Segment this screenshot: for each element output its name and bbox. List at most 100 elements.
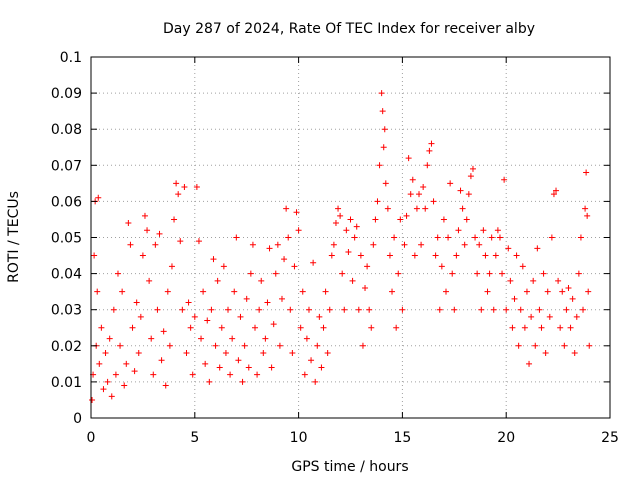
data-point	[312, 378, 319, 385]
data-point	[432, 252, 439, 259]
data-point	[521, 324, 528, 331]
data-point	[222, 350, 229, 357]
data-point	[322, 288, 329, 295]
data-point	[160, 328, 167, 335]
data-point	[98, 324, 105, 331]
data-point	[488, 234, 495, 241]
data-point	[577, 234, 584, 241]
data-point	[175, 191, 182, 198]
data-point	[449, 270, 456, 277]
data-point	[567, 324, 574, 331]
data-point	[386, 252, 393, 259]
data-point	[546, 313, 553, 320]
data-point	[181, 183, 188, 190]
data-point	[463, 216, 470, 223]
data-point	[503, 306, 510, 313]
data-point	[328, 252, 335, 259]
data-point	[299, 288, 306, 295]
chart-title: Day 287 of 2024, Rate Of TEC Index for r…	[163, 21, 535, 37]
data-point	[204, 317, 211, 324]
data-point	[393, 324, 400, 331]
data-point	[258, 277, 265, 284]
data-point	[442, 288, 449, 295]
data-point	[303, 335, 310, 342]
data-point	[318, 364, 325, 371]
data-point	[548, 234, 555, 241]
data-point	[173, 180, 180, 187]
data-point	[353, 223, 360, 230]
data-point	[517, 306, 524, 313]
data-point	[381, 126, 388, 133]
data-point	[559, 288, 566, 295]
x-axis-label: GPS time / hours	[291, 459, 408, 475]
data-point	[183, 350, 190, 357]
data-point	[455, 227, 462, 234]
data-point	[293, 209, 300, 216]
data-point	[372, 216, 379, 223]
data-point	[287, 306, 294, 313]
data-point	[409, 176, 416, 183]
data-point	[478, 306, 485, 313]
data-point	[233, 234, 240, 241]
data-point	[210, 256, 217, 263]
data-point	[276, 342, 283, 349]
data-point	[391, 234, 398, 241]
x-tick-label: 5	[190, 430, 199, 446]
data-point	[482, 252, 489, 259]
data-point	[330, 241, 337, 248]
data-point	[131, 368, 138, 375]
data-point	[278, 295, 285, 302]
data-point	[156, 230, 163, 237]
data-point	[469, 165, 476, 172]
data-point	[380, 144, 387, 151]
data-point	[168, 263, 175, 270]
data-point	[465, 191, 472, 198]
data-point	[526, 360, 533, 367]
data-point	[480, 227, 487, 234]
data-point	[490, 306, 497, 313]
data-point	[370, 241, 377, 248]
data-point	[239, 378, 246, 385]
data-point	[324, 350, 331, 357]
data-point	[411, 252, 418, 259]
data-point	[243, 295, 250, 302]
data-point	[208, 306, 215, 313]
x-tick-label: 10	[290, 430, 308, 446]
data-point	[119, 288, 126, 295]
data-point	[297, 324, 304, 331]
data-point	[254, 371, 261, 378]
data-point	[166, 342, 173, 349]
data-point	[164, 288, 171, 295]
data-point	[484, 288, 491, 295]
data-point	[472, 234, 479, 241]
data-point	[295, 227, 302, 234]
data-point	[185, 299, 192, 306]
data-point	[538, 324, 545, 331]
data-point	[260, 350, 267, 357]
data-point	[150, 371, 157, 378]
data-point	[580, 306, 587, 313]
data-point	[343, 227, 350, 234]
data-point	[187, 324, 194, 331]
data-point	[129, 324, 136, 331]
data-point	[585, 288, 592, 295]
data-point	[379, 108, 386, 115]
data-point	[523, 288, 530, 295]
data-point	[158, 357, 165, 364]
data-point	[347, 216, 354, 223]
data-point	[320, 324, 327, 331]
data-point	[106, 335, 113, 342]
data-point	[492, 252, 499, 259]
data-point	[378, 90, 385, 97]
data-point	[511, 295, 518, 302]
data-point	[536, 306, 543, 313]
data-point	[141, 212, 148, 219]
data-point	[264, 299, 271, 306]
data-point	[550, 191, 557, 198]
data-point	[399, 306, 406, 313]
grid-layer	[91, 57, 610, 418]
data-point	[499, 270, 506, 277]
data-point	[270, 321, 277, 328]
x-tick-label: 20	[497, 430, 515, 446]
data-point	[451, 306, 458, 313]
